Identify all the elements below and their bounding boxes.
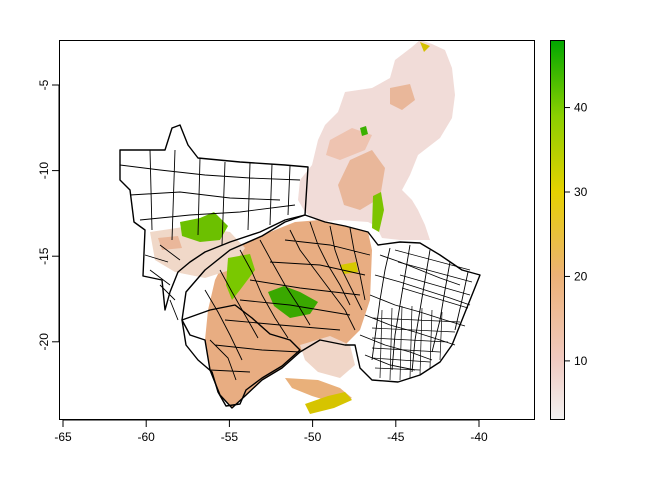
municipality-lines-mt [119, 149, 301, 321]
raster-west-tan [158, 236, 182, 250]
y-tick-label: -10 [37, 162, 51, 180]
y-axis: -5 -10 -15 -20 [37, 79, 60, 351]
legend-tick-label: 40 [574, 101, 588, 115]
y-tick-label: -20 [37, 333, 51, 351]
raster-ne-green [372, 192, 384, 232]
legend-tick-label: 10 [574, 354, 588, 368]
raster-layer [150, 40, 455, 414]
boundary-mato-grosso-sul [181, 304, 301, 407]
municipality-lines-go [204, 221, 471, 381]
raster-green-center [268, 286, 318, 318]
raster-yellow-center [340, 262, 358, 274]
raster-center-pale [300, 336, 355, 378]
state-boundaries [119, 124, 481, 409]
colorbar-fill [550, 40, 565, 420]
raster-ne-tan2 [326, 128, 372, 160]
x-tick-label: -50 [304, 430, 322, 444]
x-tick-label: -60 [138, 430, 156, 444]
legend-tick-label: 20 [574, 269, 588, 283]
legend-tick-label: 30 [574, 185, 588, 199]
colorbar-frame [550, 40, 565, 420]
municipality-grid [119, 149, 473, 381]
x-tick-label: -65 [54, 430, 72, 444]
raster-green-mid [226, 254, 255, 300]
boundary-mato-grosso [119, 124, 309, 311]
x-tick-label: -55 [221, 430, 239, 444]
raster-ne-green2 [360, 126, 368, 136]
raster-northeast [298, 40, 455, 240]
x-tick-label: -40 [470, 430, 488, 444]
y-tick-label: -5 [37, 79, 51, 90]
raster-ne-yellow [420, 42, 430, 52]
raster-ne-tan3 [390, 84, 415, 110]
raster-south-yellow [305, 392, 352, 414]
municipality-lines-se [371, 249, 473, 381]
x-axis: -65 -60 -55 -50 -45 -40 [54, 419, 488, 444]
x-tick-label: -45 [387, 430, 405, 444]
raster-green-west [180, 212, 228, 242]
raster-ne-tan [338, 150, 385, 210]
legend-colorbar: 10 20 30 40 [550, 40, 588, 420]
y-tick-label: -15 [37, 247, 51, 265]
